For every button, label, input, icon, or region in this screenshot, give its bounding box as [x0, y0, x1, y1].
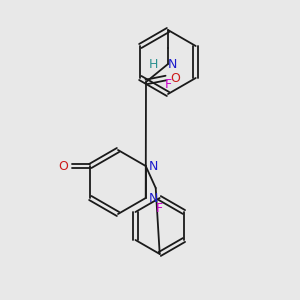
Text: N: N [149, 160, 158, 172]
Text: H: H [148, 58, 158, 70]
Text: N: N [168, 58, 177, 70]
Text: O: O [170, 71, 180, 85]
Text: F: F [164, 77, 172, 91]
Text: N: N [149, 191, 158, 205]
Text: F: F [156, 202, 163, 214]
Text: O: O [58, 160, 68, 172]
